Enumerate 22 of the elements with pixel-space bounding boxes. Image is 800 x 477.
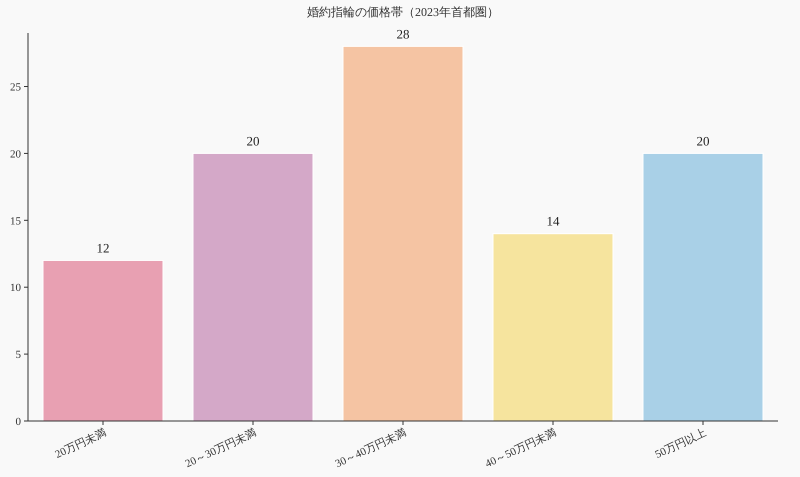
x-tick-label: 40～50万円未満 [482, 426, 558, 470]
y-tick-label: 15 [10, 215, 22, 228]
y-tick-label: 10 [10, 282, 22, 294]
chart-title: 婚約指輪の価格帯（2023年首都圏） [307, 5, 499, 19]
y-tick-label: 20 [10, 148, 22, 160]
bar [642, 152, 764, 422]
y-tick-label: 5 [16, 349, 22, 362]
bar [492, 233, 614, 422]
bar [42, 260, 164, 422]
x-tick-label: 20万円未満 [52, 426, 108, 461]
data-label: 20 [696, 133, 710, 148]
x-tick-label: 20～30万円未満 [182, 426, 258, 470]
bar [342, 46, 464, 422]
x-tick-label: 30～40万円未満 [332, 426, 408, 470]
x-tick-label: 50万円以上 [652, 426, 708, 461]
data-label: 28 [396, 26, 410, 42]
data-label: 20 [246, 133, 260, 148]
data-label: 12 [96, 240, 110, 256]
data-label: 14 [546, 214, 560, 229]
y-tick-label: 25 [10, 82, 22, 94]
bar [192, 152, 314, 422]
y-tick-label: 0 [16, 416, 22, 428]
